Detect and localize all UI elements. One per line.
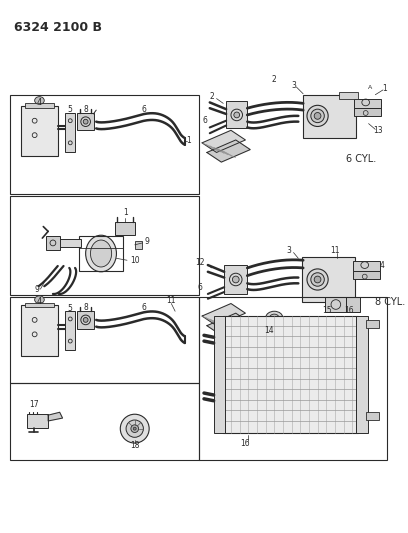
Bar bbox=[325, 297, 346, 312]
Bar bbox=[10, 196, 199, 295]
Text: 8 CYL.: 8 CYL. bbox=[375, 297, 406, 306]
Ellipse shape bbox=[126, 420, 143, 437]
Ellipse shape bbox=[35, 96, 44, 104]
Ellipse shape bbox=[35, 296, 44, 304]
Text: 10: 10 bbox=[130, 256, 140, 265]
Bar bbox=[77, 311, 94, 328]
Text: 9: 9 bbox=[34, 285, 39, 294]
Text: 8: 8 bbox=[83, 104, 88, 114]
Bar bbox=[21, 106, 58, 156]
Bar bbox=[135, 241, 142, 249]
Bar bbox=[65, 311, 75, 350]
Bar bbox=[58, 239, 81, 247]
Text: 14: 14 bbox=[265, 326, 274, 335]
Text: 3: 3 bbox=[291, 80, 296, 90]
Bar bbox=[65, 113, 75, 151]
Bar bbox=[303, 95, 356, 138]
Text: 16: 16 bbox=[344, 306, 354, 315]
Ellipse shape bbox=[314, 276, 321, 283]
Bar bbox=[10, 95, 199, 194]
Text: 1: 1 bbox=[186, 136, 191, 146]
Bar bbox=[25, 303, 54, 308]
Text: 6 CYL.: 6 CYL. bbox=[346, 154, 377, 164]
Text: 4: 4 bbox=[379, 261, 384, 270]
Ellipse shape bbox=[83, 318, 88, 322]
Ellipse shape bbox=[311, 109, 324, 123]
Text: 9: 9 bbox=[144, 238, 149, 246]
Text: 11: 11 bbox=[330, 246, 339, 255]
Text: 5: 5 bbox=[68, 304, 73, 313]
Bar bbox=[224, 265, 247, 294]
Bar bbox=[46, 236, 60, 249]
Ellipse shape bbox=[120, 414, 149, 443]
Bar bbox=[366, 413, 379, 420]
Text: 17: 17 bbox=[29, 400, 38, 409]
Bar bbox=[356, 316, 368, 433]
Polygon shape bbox=[202, 304, 245, 326]
Bar bbox=[27, 414, 48, 427]
Text: 4: 4 bbox=[37, 98, 42, 107]
Bar bbox=[366, 320, 379, 328]
Bar bbox=[339, 92, 358, 99]
Text: A: A bbox=[368, 85, 373, 90]
Ellipse shape bbox=[83, 119, 88, 124]
Bar bbox=[199, 297, 387, 461]
Text: 2: 2 bbox=[272, 75, 277, 84]
Text: 6: 6 bbox=[198, 282, 203, 292]
Text: 15: 15 bbox=[322, 306, 332, 315]
Bar bbox=[302, 257, 355, 302]
Ellipse shape bbox=[266, 311, 283, 325]
Ellipse shape bbox=[233, 276, 239, 283]
Polygon shape bbox=[207, 140, 250, 162]
Bar bbox=[79, 236, 123, 271]
Polygon shape bbox=[207, 313, 250, 335]
Ellipse shape bbox=[307, 269, 328, 290]
Ellipse shape bbox=[269, 314, 279, 322]
Bar bbox=[10, 383, 199, 461]
Text: 1: 1 bbox=[383, 84, 387, 93]
Text: 13: 13 bbox=[373, 126, 383, 135]
Bar bbox=[353, 271, 380, 279]
Bar bbox=[214, 316, 225, 433]
Ellipse shape bbox=[131, 425, 139, 432]
Bar bbox=[115, 222, 135, 235]
Text: 1: 1 bbox=[123, 208, 127, 217]
Text: 11: 11 bbox=[166, 296, 176, 305]
Bar bbox=[21, 305, 58, 356]
Text: 12: 12 bbox=[195, 257, 205, 266]
Text: 6: 6 bbox=[202, 116, 207, 125]
Bar bbox=[77, 113, 94, 131]
Text: 5: 5 bbox=[68, 104, 73, 114]
Bar bbox=[226, 101, 247, 128]
Ellipse shape bbox=[307, 106, 328, 126]
Ellipse shape bbox=[314, 112, 321, 119]
Bar bbox=[354, 99, 381, 108]
Ellipse shape bbox=[86, 235, 116, 272]
Text: 6324 2100 B: 6324 2100 B bbox=[14, 21, 102, 34]
Ellipse shape bbox=[91, 240, 112, 267]
Text: 6: 6 bbox=[142, 105, 147, 114]
Text: 8: 8 bbox=[83, 303, 88, 312]
Bar bbox=[10, 297, 199, 383]
Text: 4: 4 bbox=[37, 297, 42, 306]
Bar bbox=[346, 297, 360, 312]
Polygon shape bbox=[48, 413, 62, 421]
Bar bbox=[353, 261, 380, 271]
Text: 16: 16 bbox=[241, 439, 250, 448]
Text: 2: 2 bbox=[209, 92, 214, 101]
Bar bbox=[25, 103, 54, 108]
Bar bbox=[223, 316, 358, 433]
Text: 6: 6 bbox=[142, 303, 147, 312]
Ellipse shape bbox=[133, 427, 136, 430]
Text: 18: 18 bbox=[130, 440, 140, 449]
Bar bbox=[354, 108, 381, 116]
Ellipse shape bbox=[311, 273, 324, 286]
Ellipse shape bbox=[234, 112, 239, 118]
Polygon shape bbox=[202, 131, 245, 152]
Text: 3: 3 bbox=[286, 246, 291, 255]
